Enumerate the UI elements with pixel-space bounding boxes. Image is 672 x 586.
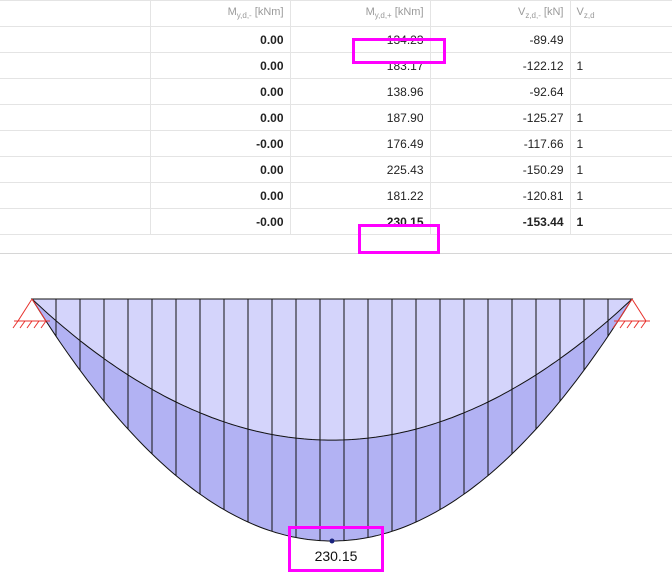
cell-vz-plus: 1 <box>570 182 672 209</box>
cell-vz-plus: 1 <box>570 130 672 157</box>
cell-my-minus: 0.00 <box>150 104 291 131</box>
header-empty <box>0 1 151 27</box>
table-row[interactable]: -0.00 176.49 -117.66 1 <box>0 130 672 157</box>
cell-my-minus: 0.00 <box>150 182 291 209</box>
cell-my-plus: 225.43 <box>290 156 431 183</box>
cell-vz-minus: -125.27 <box>430 104 571 131</box>
cell-vz-minus: -89.49 <box>430 26 571 53</box>
table-row[interactable]: 0.00 183.17 -122.12 1 <box>0 52 672 79</box>
cell-vz-plus <box>570 78 672 105</box>
table-row[interactable]: 0.00 225.43 -150.29 1 <box>0 156 672 183</box>
max-moment-point <box>329 538 335 544</box>
table-header-row: My,d,- [kNm] My,d,+ [kNm] Vz,d,- [kN] Vz… <box>0 1 672 27</box>
table-row[interactable]: 0.00 187.90 -125.27 1 <box>0 104 672 131</box>
results-table: My,d,- [kNm] My,d,+ [kNm] Vz,d,- [kN] Vz… <box>0 0 672 254</box>
cell-vz-plus: 1 <box>570 208 672 235</box>
cell-my-minus: 0.00 <box>150 26 291 53</box>
cell-my-minus: 0.00 <box>150 156 291 183</box>
cell-my-plus: 138.96 <box>290 78 431 105</box>
cell-my-plus: 134.23 <box>290 26 431 53</box>
right-support <box>612 298 650 329</box>
header-vz-minus[interactable]: Vz,d,- [kN] <box>430 1 571 27</box>
cell-my-plus: 187.90 <box>290 104 431 131</box>
header-vz-plus[interactable]: Vz,d <box>570 1 672 27</box>
table-row[interactable]: 0.00 138.96 -92.64 <box>0 78 672 105</box>
moment-diagram <box>12 298 650 544</box>
cell-vz-minus: -150.29 <box>430 156 571 183</box>
cell-my-minus: -0.00 <box>150 130 291 157</box>
cell-my-plus: 176.49 <box>290 130 431 157</box>
header-my-plus[interactable]: My,d,+ [kNm] <box>290 1 431 27</box>
cell-vz-plus <box>570 26 672 53</box>
table-row[interactable]: 0.00 181.22 -120.81 1 <box>0 182 672 209</box>
diagram-hatching <box>55 299 609 541</box>
cell-my-minus: -0.00 <box>150 208 291 235</box>
cell-vz-minus: -122.12 <box>430 52 571 79</box>
cell-vz-minus: -120.81 <box>430 182 571 209</box>
cell-my-minus: 0.00 <box>150 78 291 105</box>
cell-vz-minus: -92.64 <box>430 78 571 105</box>
cell-vz-plus: 1 <box>570 52 672 79</box>
cell-my-plus: 181.22 <box>290 182 431 209</box>
cell-vz-plus: 1 <box>570 156 672 183</box>
left-support <box>12 298 50 329</box>
max-moment-label: 230.15 <box>314 548 358 564</box>
cell-vz-minus: -153.44 <box>430 208 571 235</box>
cell-my-plus: 183.17 <box>290 52 431 79</box>
cell-my-plus: 230.15 <box>290 208 431 235</box>
table-row-max[interactable]: -0.00 230.15 -153.44 1 <box>0 208 672 235</box>
cell-my-minus: 0.00 <box>150 52 291 79</box>
cell-vz-plus: 1 <box>570 104 672 131</box>
header-my-minus[interactable]: My,d,- [kNm] <box>150 1 291 27</box>
min-moment-area <box>30 298 634 441</box>
cell-vz-minus: -117.66 <box>430 130 571 157</box>
table-row[interactable]: 0.00 134.23 -89.49 <box>0 26 672 53</box>
